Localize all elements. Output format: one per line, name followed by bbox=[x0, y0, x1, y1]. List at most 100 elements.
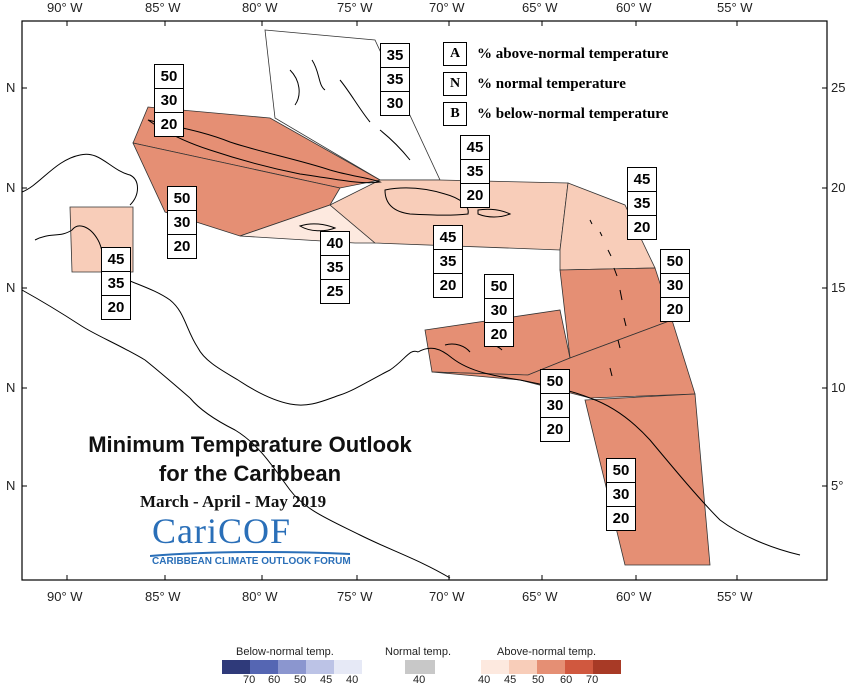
prob-above: 50 bbox=[660, 249, 690, 274]
scale-swatch-above-4 bbox=[593, 660, 621, 674]
lon-label-bottom-4: 70° W bbox=[429, 589, 465, 604]
scale-tick-above-0: 40 bbox=[478, 674, 491, 686]
prob-normal: 30 bbox=[540, 393, 570, 418]
lat-label-right-0: 25° bbox=[831, 80, 845, 95]
region-trinidad-coast bbox=[431, 319, 696, 399]
prob-box-guianas: 50 30 20 bbox=[606, 458, 636, 531]
lon-label-bottom-5: 65° W bbox=[522, 589, 558, 604]
scale-tick-above-4: 70 bbox=[586, 674, 599, 686]
scale-swatch-above-1 bbox=[509, 660, 537, 674]
prob-below: 20 bbox=[627, 215, 657, 240]
scale-tick-above-2: 50 bbox=[532, 674, 545, 686]
prob-above: 45 bbox=[460, 135, 490, 160]
prob-box-belize: 45 35 20 bbox=[101, 247, 131, 320]
prob-below: 20 bbox=[167, 234, 197, 259]
lat-label-right-3: 10° bbox=[831, 380, 845, 395]
prob-normal: 30 bbox=[167, 210, 197, 235]
prob-normal: 35 bbox=[433, 249, 463, 274]
prob-box-cuba: 50 30 20 bbox=[154, 64, 184, 137]
lon-label-bottom-0: 90° W bbox=[47, 589, 83, 604]
prob-below: 25 bbox=[320, 279, 350, 304]
map-title-line2: for the Caribbean bbox=[158, 461, 342, 486]
lat-label-left-2: N bbox=[6, 280, 16, 295]
prob-above: 50 bbox=[540, 369, 570, 394]
prob-normal: 35 bbox=[320, 255, 350, 280]
map-title-line1: Minimum Temperature Outlook bbox=[88, 432, 412, 457]
legend-above: A % above-normal temperature bbox=[443, 42, 668, 66]
lon-label-top-6: 60° W bbox=[616, 0, 652, 15]
lon-label-bottom-3: 75° W bbox=[337, 589, 373, 604]
scale-tick-above-1: 45 bbox=[504, 674, 517, 686]
lat-label-right-1: 20° bbox=[831, 180, 845, 195]
lon-label-top-0: 90° W bbox=[47, 0, 83, 15]
prob-normal: 35 bbox=[627, 191, 657, 216]
caricof-logo: CariCOF bbox=[152, 511, 292, 551]
lat-label-right-2: 15° bbox=[831, 280, 845, 295]
prob-normal: 30 bbox=[154, 88, 184, 113]
scale-tick-above-3: 60 bbox=[560, 674, 573, 686]
scale-swatch-below-1 bbox=[250, 660, 278, 674]
prob-normal: 30 bbox=[660, 273, 690, 298]
prob-box-leeward-islands: 45 35 20 bbox=[627, 167, 657, 240]
lon-label-bottom-7: 55° W bbox=[717, 589, 753, 604]
prob-below: 20 bbox=[154, 112, 184, 137]
prob-above: 45 bbox=[433, 225, 463, 250]
prob-box-cayman-jamaica: 50 30 20 bbox=[167, 186, 197, 259]
prob-above: 40 bbox=[320, 231, 350, 256]
prob-normal: 35 bbox=[460, 159, 490, 184]
prob-below: 20 bbox=[660, 297, 690, 322]
prob-box-windward-islands: 50 30 20 bbox=[660, 249, 690, 322]
prob-normal: 30 bbox=[484, 298, 514, 323]
lon-label-bottom-2: 80° W bbox=[242, 589, 278, 604]
scale-swatch-below-2 bbox=[278, 660, 306, 674]
prob-above: 35 bbox=[380, 43, 410, 68]
prob-below: 30 bbox=[380, 91, 410, 116]
prob-box-jamaica-haiti-strip: 40 35 25 bbox=[320, 231, 350, 304]
scale-swatch-normal bbox=[405, 660, 435, 674]
scale-tick-below-1: 60 bbox=[268, 674, 281, 686]
prob-box-hispaniola-puerto-rico: 45 35 20 bbox=[433, 225, 463, 298]
prob-above: 50 bbox=[154, 64, 184, 89]
prob-box-abc-islands: 50 30 20 bbox=[484, 274, 514, 347]
lat-label-left-0: N bbox=[6, 80, 16, 95]
legend-key-a: A bbox=[443, 42, 467, 66]
scale-swatch-above-2 bbox=[537, 660, 565, 674]
legend-normal: N % normal temperature bbox=[443, 72, 626, 96]
lon-label-top-1: 85° W bbox=[145, 0, 181, 15]
prob-below: 20 bbox=[433, 273, 463, 298]
scale-swatch-above-0 bbox=[481, 660, 509, 674]
lon-label-top-3: 75° W bbox=[337, 0, 373, 15]
prob-normal: 30 bbox=[606, 482, 636, 507]
prob-above: 50 bbox=[606, 458, 636, 483]
prob-above: 45 bbox=[101, 247, 131, 272]
prob-normal: 35 bbox=[101, 271, 131, 296]
scale-swatch-below-0 bbox=[222, 660, 250, 674]
scale-tick-normal: 40 bbox=[413, 674, 426, 686]
prob-normal: 35 bbox=[380, 67, 410, 92]
prob-below: 20 bbox=[101, 295, 131, 320]
prob-above: 50 bbox=[484, 274, 514, 299]
scale-tick-below-4: 40 bbox=[346, 674, 359, 686]
lon-label-top-7: 55° W bbox=[717, 0, 753, 15]
scale-swatch-below-4 bbox=[334, 660, 362, 674]
scale-tick-below-3: 45 bbox=[320, 674, 333, 686]
prob-below: 20 bbox=[460, 183, 490, 208]
scale-swatch-above-3 bbox=[565, 660, 593, 674]
lat-label-right-4: 5° bbox=[831, 478, 844, 493]
caricof-logo-subtitle: CARIBBEAN CLIMATE OUTLOOK FORUM bbox=[152, 556, 351, 567]
lon-label-top-5: 65° W bbox=[522, 0, 558, 15]
scale-tick-below-2: 50 bbox=[294, 674, 307, 686]
scale-below-label: Below-normal temp. bbox=[236, 646, 334, 658]
lon-label-top-4: 70° W bbox=[429, 0, 465, 15]
legend-key-n: N bbox=[443, 72, 467, 96]
lat-label-left-4: N bbox=[6, 478, 16, 493]
prob-below: 20 bbox=[606, 506, 636, 531]
legend-below: B % below-normal temperature bbox=[443, 102, 668, 126]
legend-text-a: % above-normal temperature bbox=[477, 45, 669, 62]
lat-label-left-1: N bbox=[6, 180, 16, 195]
scale-tick-below-0: 70 bbox=[243, 674, 256, 686]
lon-label-bottom-1: 85° W bbox=[145, 589, 181, 604]
legend-text-n: % normal temperature bbox=[477, 75, 626, 92]
prob-box-bahamas: 35 35 30 bbox=[380, 43, 410, 116]
